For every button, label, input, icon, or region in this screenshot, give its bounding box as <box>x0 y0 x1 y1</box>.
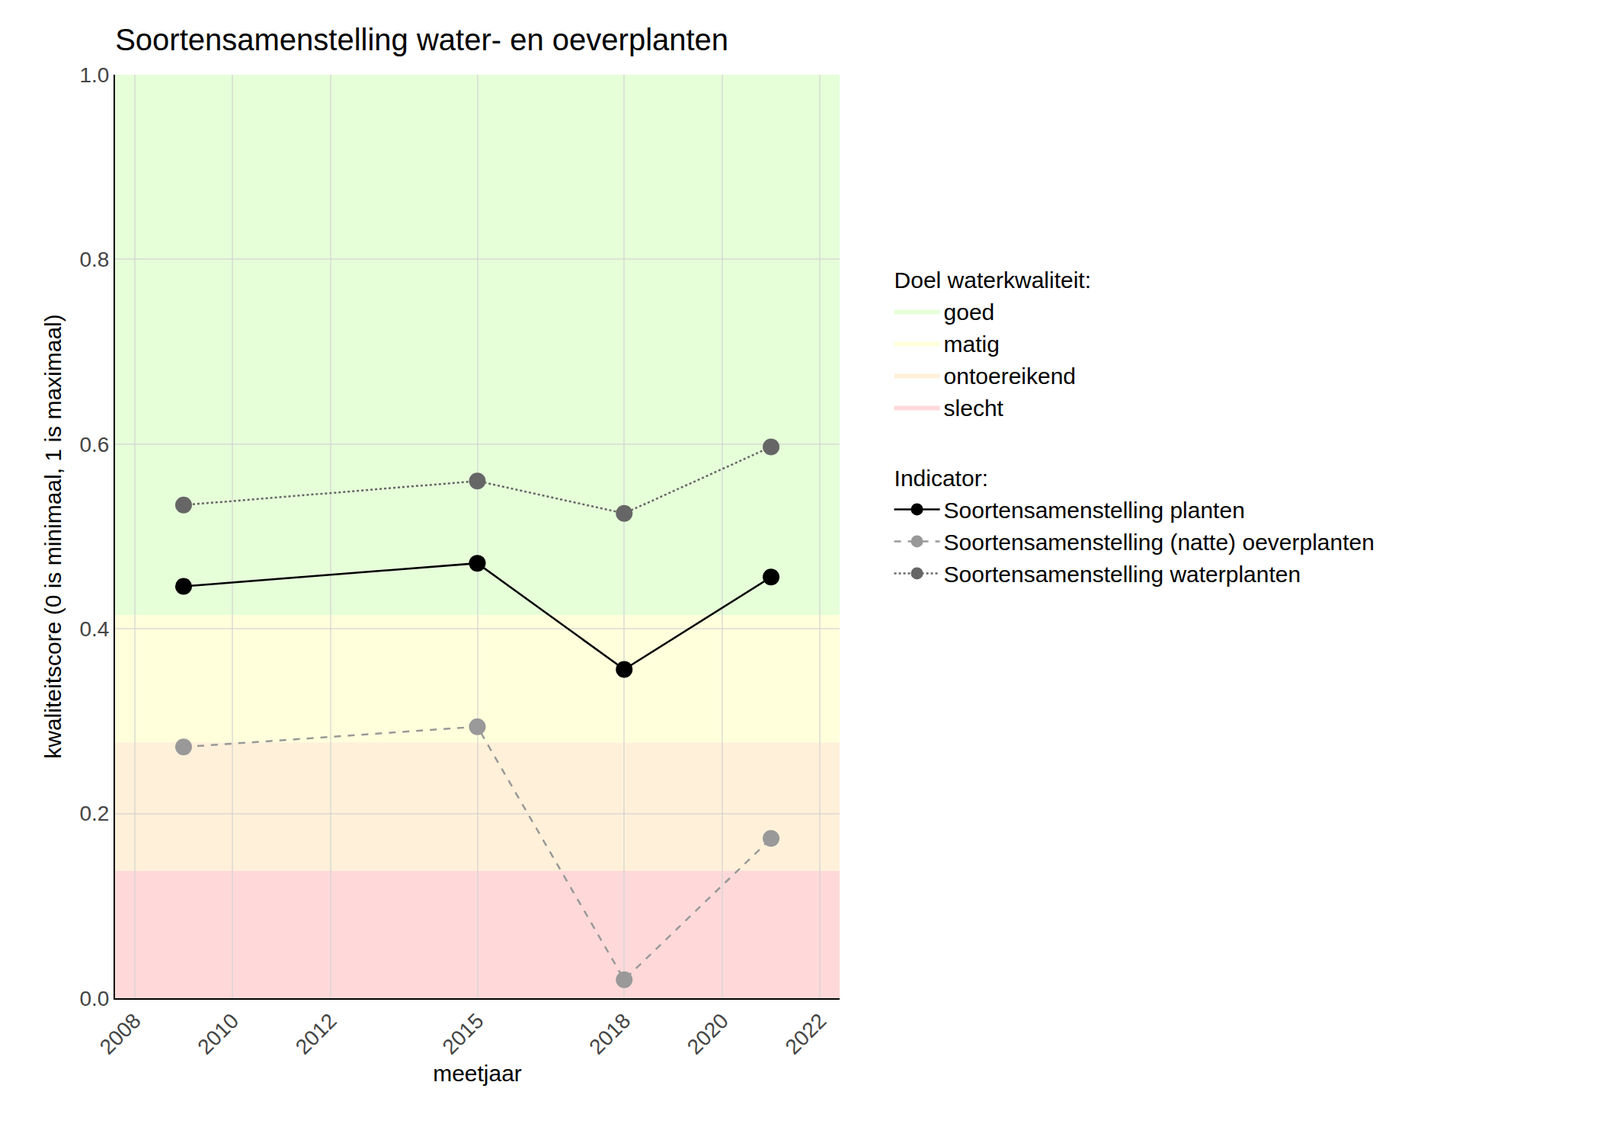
svg-text:Soortensamenstelling waterplan: Soortensamenstelling waterplanten <box>944 561 1302 587</box>
svg-text:matig: matig <box>944 331 1000 357</box>
svg-text:2018: 2018 <box>584 1008 635 1060</box>
svg-text:1.0: 1.0 <box>79 63 109 87</box>
svg-text:meetjaar: meetjaar <box>432 1060 522 1086</box>
svg-text:2010: 2010 <box>192 1008 244 1060</box>
svg-text:Soortensamenstelling water- en: Soortensamenstelling water- en oeverplan… <box>115 22 729 57</box>
svg-text:2012: 2012 <box>291 1008 342 1060</box>
svg-text:Indicator:: Indicator: <box>894 465 989 491</box>
svg-text:0.6: 0.6 <box>79 432 109 457</box>
svg-text:Soortensamenstelling (natte) o: Soortensamenstelling (natte) oeverplante… <box>944 529 1375 555</box>
svg-text:2022: 2022 <box>780 1008 831 1060</box>
svg-text:Doel waterkwaliteit:: Doel waterkwaliteit: <box>894 267 1092 293</box>
svg-text:2020: 2020 <box>682 1008 733 1060</box>
svg-text:0.4: 0.4 <box>79 617 109 641</box>
svg-text:ontoereikend: ontoereikend <box>944 363 1076 389</box>
svg-text:Soortensamenstelling planten: Soortensamenstelling planten <box>944 497 1245 523</box>
svg-text:kwaliteitscore (0 is minimaal,: kwaliteitscore (0 is minimaal, 1 is maxi… <box>40 313 66 759</box>
svg-text:0.8: 0.8 <box>79 247 109 272</box>
svg-text:goed: goed <box>944 299 996 325</box>
svg-text:0.0: 0.0 <box>79 986 109 1011</box>
svg-text:2008: 2008 <box>95 1008 146 1060</box>
svg-text:2015: 2015 <box>438 1008 489 1060</box>
svg-text:0.2: 0.2 <box>79 801 109 826</box>
svg-text:slecht: slecht <box>944 395 1005 421</box>
